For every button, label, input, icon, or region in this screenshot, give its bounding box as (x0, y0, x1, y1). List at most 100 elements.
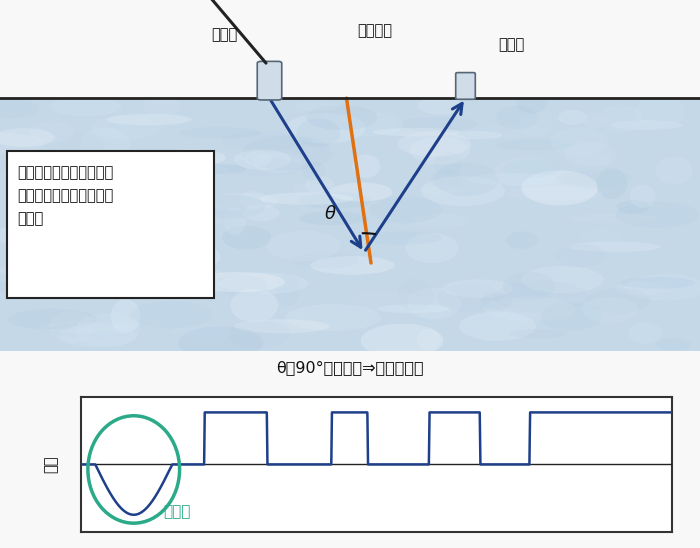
Ellipse shape (8, 217, 38, 230)
Ellipse shape (276, 275, 300, 306)
Ellipse shape (377, 304, 450, 313)
Ellipse shape (558, 110, 587, 125)
Ellipse shape (522, 170, 598, 206)
Ellipse shape (91, 116, 162, 139)
Ellipse shape (260, 192, 353, 205)
Ellipse shape (131, 301, 213, 328)
Ellipse shape (635, 95, 685, 129)
Ellipse shape (630, 185, 656, 208)
Ellipse shape (0, 133, 45, 154)
Ellipse shape (0, 128, 55, 147)
Ellipse shape (190, 164, 246, 174)
Ellipse shape (214, 152, 237, 170)
Ellipse shape (0, 225, 62, 248)
Ellipse shape (519, 105, 552, 138)
Ellipse shape (405, 233, 458, 263)
Ellipse shape (71, 209, 94, 232)
Ellipse shape (29, 121, 74, 142)
Ellipse shape (136, 277, 171, 287)
Ellipse shape (353, 155, 380, 178)
Ellipse shape (182, 269, 223, 278)
Ellipse shape (422, 185, 457, 195)
Ellipse shape (106, 114, 192, 125)
Ellipse shape (0, 280, 34, 294)
Ellipse shape (214, 275, 268, 296)
Ellipse shape (111, 299, 141, 334)
Ellipse shape (306, 105, 377, 130)
Ellipse shape (310, 256, 395, 275)
Ellipse shape (407, 288, 461, 319)
Ellipse shape (299, 212, 368, 225)
Ellipse shape (496, 106, 538, 129)
Ellipse shape (352, 290, 419, 311)
Ellipse shape (459, 312, 536, 341)
Ellipse shape (417, 329, 441, 351)
Ellipse shape (59, 132, 104, 161)
Ellipse shape (234, 150, 291, 170)
Ellipse shape (494, 281, 588, 313)
Ellipse shape (397, 117, 478, 132)
Text: ひび割れ: ひび割れ (357, 24, 392, 38)
Ellipse shape (656, 338, 691, 351)
Ellipse shape (222, 226, 272, 250)
Ellipse shape (410, 136, 470, 164)
Ellipse shape (494, 157, 557, 187)
Bar (0, 0, 700, 98)
Ellipse shape (421, 176, 505, 206)
Ellipse shape (506, 186, 603, 201)
Ellipse shape (628, 322, 662, 344)
Ellipse shape (564, 142, 616, 167)
Ellipse shape (556, 170, 634, 187)
Ellipse shape (540, 301, 594, 331)
Ellipse shape (0, 227, 27, 243)
Ellipse shape (656, 157, 692, 185)
Ellipse shape (187, 195, 266, 219)
Ellipse shape (617, 200, 649, 214)
Ellipse shape (568, 214, 660, 224)
Ellipse shape (167, 276, 223, 298)
Ellipse shape (461, 125, 550, 138)
Ellipse shape (285, 304, 381, 331)
Ellipse shape (178, 326, 263, 359)
Ellipse shape (64, 272, 153, 294)
Ellipse shape (411, 213, 470, 229)
Ellipse shape (398, 131, 471, 157)
Text: θ＜90°　の場合⇒下に凸形状: θ＜90° の場合⇒下に凸形状 (276, 359, 424, 375)
Ellipse shape (300, 192, 371, 209)
Text: 入力点: 入力点 (211, 27, 237, 42)
Ellipse shape (158, 149, 226, 166)
Ellipse shape (496, 139, 573, 151)
Ellipse shape (430, 170, 463, 190)
Ellipse shape (522, 266, 604, 293)
Ellipse shape (437, 283, 500, 312)
Ellipse shape (616, 281, 667, 296)
Ellipse shape (580, 229, 624, 246)
Ellipse shape (191, 272, 285, 292)
Ellipse shape (503, 159, 558, 178)
Ellipse shape (58, 323, 137, 347)
Ellipse shape (8, 309, 97, 330)
Ellipse shape (240, 190, 266, 209)
Ellipse shape (266, 231, 341, 261)
Ellipse shape (551, 127, 608, 156)
Ellipse shape (0, 156, 82, 176)
Ellipse shape (484, 296, 575, 321)
Text: 振幅: 振幅 (43, 456, 58, 473)
Ellipse shape (372, 128, 461, 136)
Ellipse shape (245, 151, 272, 167)
Ellipse shape (360, 324, 443, 358)
Ellipse shape (80, 127, 130, 162)
Ellipse shape (229, 320, 290, 349)
Ellipse shape (224, 207, 246, 235)
Ellipse shape (13, 260, 58, 271)
Ellipse shape (178, 127, 261, 139)
Ellipse shape (434, 152, 462, 175)
Ellipse shape (582, 112, 607, 129)
Ellipse shape (85, 272, 110, 286)
Ellipse shape (295, 101, 340, 111)
Ellipse shape (598, 105, 643, 133)
Ellipse shape (94, 204, 122, 238)
Ellipse shape (624, 274, 700, 300)
Ellipse shape (397, 279, 433, 311)
Ellipse shape (305, 175, 334, 194)
